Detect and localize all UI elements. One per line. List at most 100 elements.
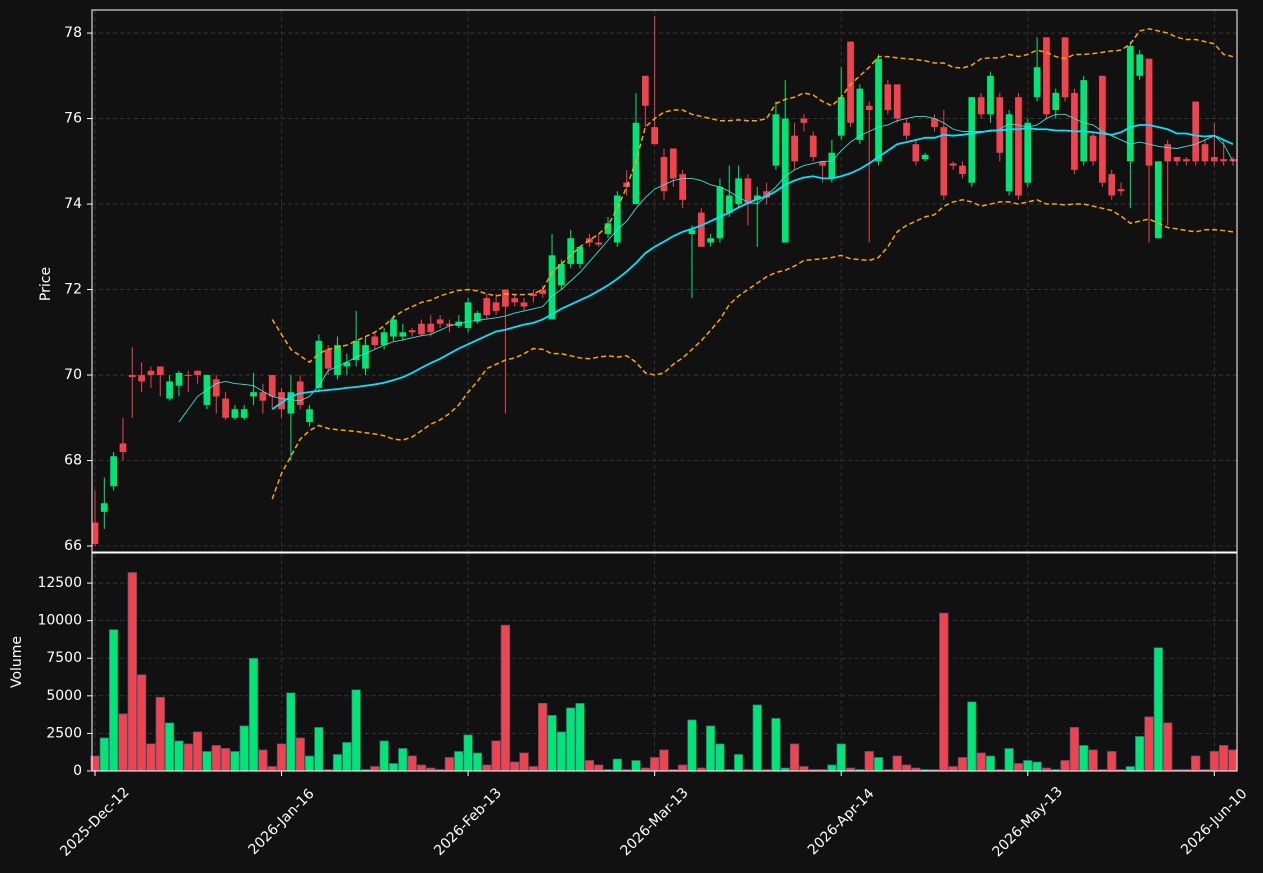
candle-body [996,97,1004,153]
candle-body [856,88,864,140]
volume-bar [220,748,231,772]
volume-bar [1004,748,1014,772]
candle-body [791,135,798,162]
y-axis-label: Volume [9,636,25,688]
candle-body [1155,161,1162,239]
candle-body [128,375,136,378]
y-tick-label: 10000 [37,613,82,629]
candle-body [212,379,220,397]
candle-body [492,302,500,311]
volume-bar [472,752,483,772]
candle-body [1145,58,1153,166]
volume-bar [733,754,744,772]
candle-body [1108,174,1116,196]
volume-bar [304,755,315,772]
volume-bar [118,713,128,772]
candle-body [520,302,528,307]
candle-body [912,144,920,162]
candle-body [744,178,752,205]
candle-body [464,302,472,329]
volume-bar [836,743,846,772]
candle-body [595,242,603,245]
candle-body [725,195,733,213]
volume-bar [248,657,259,772]
volume-bar [258,749,268,772]
volume-bar [1135,736,1145,772]
candle-body [865,105,873,111]
volume-bar [556,731,567,772]
y-tick-label: 5000 [46,688,82,704]
volume-bar [752,704,762,772]
y-tick-label: 66 [64,538,82,554]
volume-bar [1163,722,1173,772]
volume-bar [976,752,986,772]
line-series [271,124,1234,410]
volume-bar [1219,745,1229,772]
candle-body [688,229,696,234]
volume-bar [388,763,399,772]
volume-bar [584,760,595,772]
panel-frame [91,9,1238,553]
candle-body [194,370,201,376]
candle-body [987,75,994,115]
x-tick-label: 2026-Mar-13 [618,785,692,859]
volume-bar [948,766,958,772]
candle-body [800,118,808,123]
candle-body [1005,114,1013,192]
candle-body [949,163,957,166]
volume-bar [276,743,287,772]
candle-body [1164,144,1172,162]
candle-body [893,84,901,119]
volume-bar [715,743,725,772]
volume-bar [575,702,585,772]
candle-body [1043,37,1050,115]
candle-body [278,392,285,410]
candle-body [1117,189,1125,192]
volume-bar [1144,716,1154,772]
y-tick-label: 2500 [46,725,82,741]
candle-body [753,195,761,200]
line-series [178,113,1234,423]
volume-bar [1079,745,1089,772]
candle-body [837,97,845,136]
volume-bar [211,745,221,772]
y-tick-label: 0 [73,763,82,779]
candle-body [641,75,649,106]
x-tick-label: 2026-Jan-16 [246,786,318,858]
candle-body [436,319,444,324]
candle-body [651,127,659,145]
volume-bar [454,751,464,772]
volume-bar [789,743,800,772]
y-tick-label: 72 [64,282,82,298]
volume-bar [1088,749,1098,772]
candle-body [1201,144,1209,162]
candle-body [660,157,668,192]
candle-body [446,323,453,326]
volume-bar [491,740,501,772]
y-tick-label: 68 [64,453,82,469]
x-tick-label: 2025-Dec-12 [57,784,132,859]
volume-bar [528,766,539,772]
volume-bar [659,749,669,772]
volume-bar [230,751,240,772]
candle-body [1229,159,1237,162]
volume-bar [1060,760,1070,772]
candle-body [306,409,313,423]
candle-body [91,522,99,544]
candle-body [156,366,164,376]
candle-body [334,345,341,376]
volume-bar [444,757,455,772]
volume-bar [678,764,688,772]
candle-body [1173,157,1181,162]
volume-bar [99,737,109,772]
candle-body [1080,80,1088,162]
candle-body [362,345,369,369]
volume-bar [771,718,781,772]
panel-frame [91,552,1238,772]
candle-body [735,178,742,205]
candle-body [175,372,183,386]
candle-body [1099,75,1106,183]
volume-bar [1228,749,1238,772]
volume-bar [510,761,520,772]
candle-body [1052,92,1060,111]
